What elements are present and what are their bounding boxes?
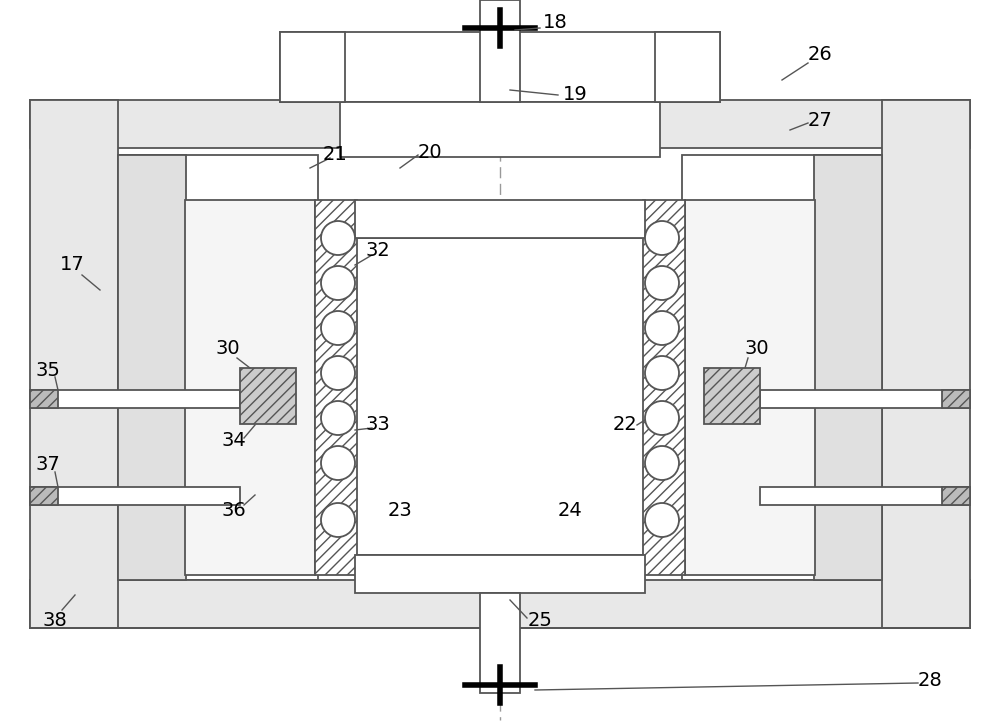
Circle shape	[321, 311, 355, 345]
Text: 35: 35	[36, 360, 60, 380]
Bar	[30, 390, 58, 408]
Text: 28: 28	[918, 671, 942, 690]
Bar	[280, 32, 720, 102]
Circle shape	[321, 446, 355, 480]
Bar	[480, 0, 520, 102]
Bar	[682, 155, 882, 580]
Bar	[655, 32, 720, 102]
Bar	[942, 390, 970, 408]
Text: 22: 22	[613, 415, 637, 435]
Bar	[118, 155, 318, 580]
Bar	[355, 238, 645, 555]
Circle shape	[321, 266, 355, 300]
Text: 23: 23	[388, 500, 412, 520]
Text: 34: 34	[222, 430, 246, 450]
Text: 19: 19	[563, 85, 587, 105]
Circle shape	[645, 266, 679, 300]
Bar	[240, 368, 296, 424]
Bar	[942, 487, 970, 505]
Bar	[643, 200, 685, 575]
Bar	[685, 200, 815, 575]
Circle shape	[645, 401, 679, 435]
Circle shape	[645, 446, 679, 480]
Text: 36: 36	[222, 500, 246, 520]
Text: 30: 30	[745, 339, 769, 357]
Circle shape	[645, 221, 679, 255]
Text: 25: 25	[528, 611, 552, 630]
Text: 20: 20	[418, 142, 442, 162]
Bar	[355, 200, 645, 238]
Bar	[185, 200, 315, 575]
Bar	[30, 487, 58, 505]
Circle shape	[321, 221, 355, 255]
Text: 32: 32	[366, 240, 390, 259]
Bar	[355, 555, 645, 593]
Text: 26: 26	[808, 45, 832, 64]
Text: 21: 21	[323, 146, 347, 165]
Text: 17: 17	[60, 256, 84, 274]
Bar	[814, 155, 882, 580]
Bar	[30, 100, 970, 148]
Bar	[760, 487, 970, 505]
Text: 18: 18	[543, 12, 567, 32]
Text: 24: 24	[558, 500, 582, 520]
Text: 38: 38	[43, 611, 67, 630]
Bar	[280, 32, 345, 102]
Circle shape	[645, 311, 679, 345]
Circle shape	[645, 503, 679, 537]
Bar	[704, 368, 760, 424]
Bar	[30, 390, 240, 408]
Bar	[315, 200, 357, 575]
Circle shape	[321, 401, 355, 435]
Circle shape	[645, 356, 679, 390]
Bar	[480, 593, 520, 693]
Bar	[30, 100, 118, 628]
Text: 37: 37	[36, 456, 60, 474]
Text: 27: 27	[808, 110, 832, 129]
Bar	[30, 487, 240, 505]
Bar	[760, 390, 970, 408]
Bar	[882, 100, 970, 628]
Bar	[118, 155, 186, 580]
Circle shape	[321, 356, 355, 390]
Text: 30: 30	[216, 339, 240, 357]
Bar	[30, 580, 970, 628]
Text: 33: 33	[366, 415, 390, 435]
Bar	[340, 102, 660, 157]
Circle shape	[321, 503, 355, 537]
